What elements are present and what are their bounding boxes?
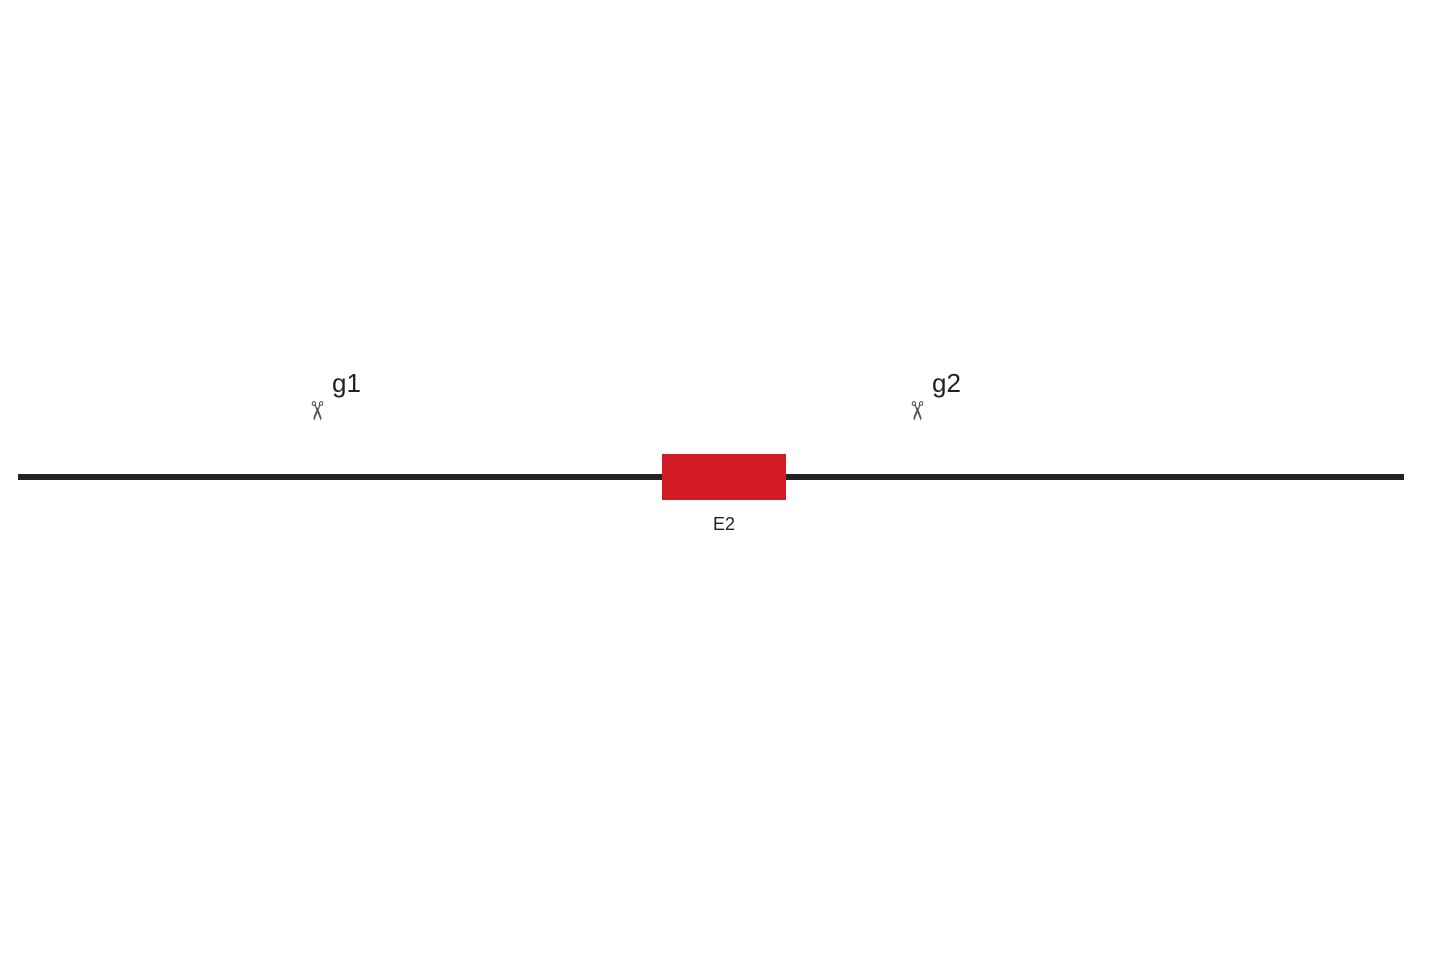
cut-site-label-g1: g1 bbox=[332, 368, 361, 399]
exon-e2 bbox=[662, 454, 786, 500]
exon-label: E2 bbox=[662, 514, 786, 535]
scissors-icon: ✂ bbox=[901, 400, 932, 422]
scissors-icon: ✂ bbox=[301, 400, 332, 422]
gene-diagram: E2 g1 ✂ g2 ✂ bbox=[0, 0, 1440, 960]
cut-site-label-g2: g2 bbox=[932, 368, 961, 399]
